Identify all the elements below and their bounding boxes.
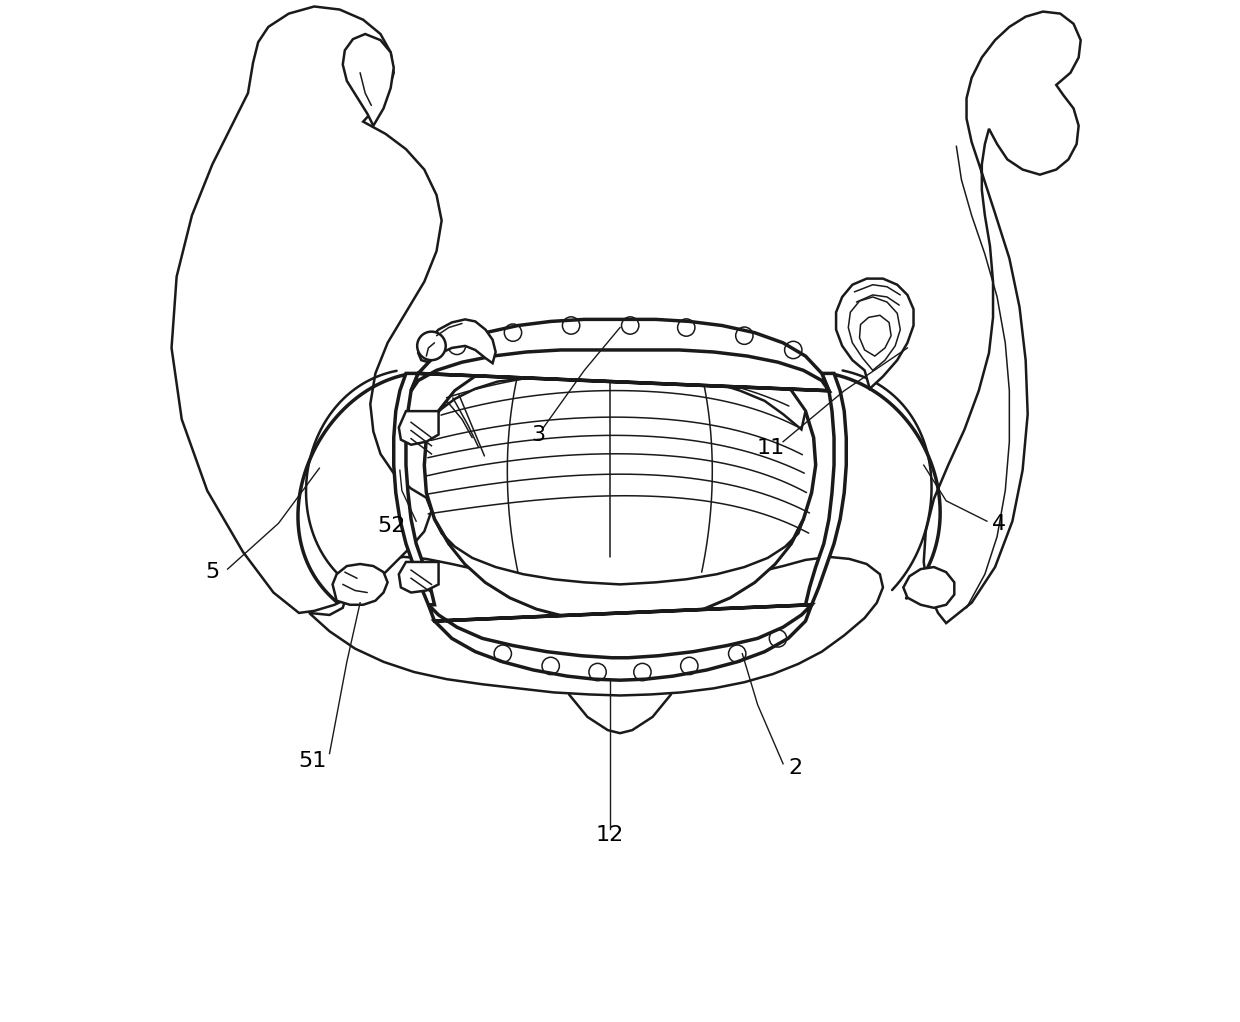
Polygon shape (410, 320, 830, 390)
Circle shape (417, 331, 445, 360)
Polygon shape (424, 358, 816, 621)
Polygon shape (342, 34, 394, 126)
Text: 2: 2 (789, 758, 802, 778)
Polygon shape (399, 562, 439, 593)
Polygon shape (848, 297, 900, 370)
Text: 11: 11 (756, 437, 785, 458)
Text: 5: 5 (205, 562, 219, 583)
Polygon shape (439, 358, 806, 429)
Polygon shape (309, 557, 883, 696)
Polygon shape (394, 373, 434, 605)
Polygon shape (434, 519, 804, 621)
Text: 51: 51 (298, 751, 326, 771)
Text: 12: 12 (595, 825, 624, 845)
Polygon shape (399, 411, 439, 445)
Text: 52: 52 (378, 516, 405, 537)
Polygon shape (171, 6, 441, 613)
Polygon shape (924, 11, 1081, 623)
Polygon shape (859, 316, 892, 356)
Text: 4: 4 (992, 514, 1006, 535)
Polygon shape (904, 567, 955, 608)
Polygon shape (418, 320, 496, 363)
Polygon shape (806, 373, 846, 605)
Polygon shape (332, 564, 388, 605)
Text: 3: 3 (532, 424, 546, 445)
Polygon shape (428, 605, 812, 681)
Polygon shape (836, 279, 914, 388)
